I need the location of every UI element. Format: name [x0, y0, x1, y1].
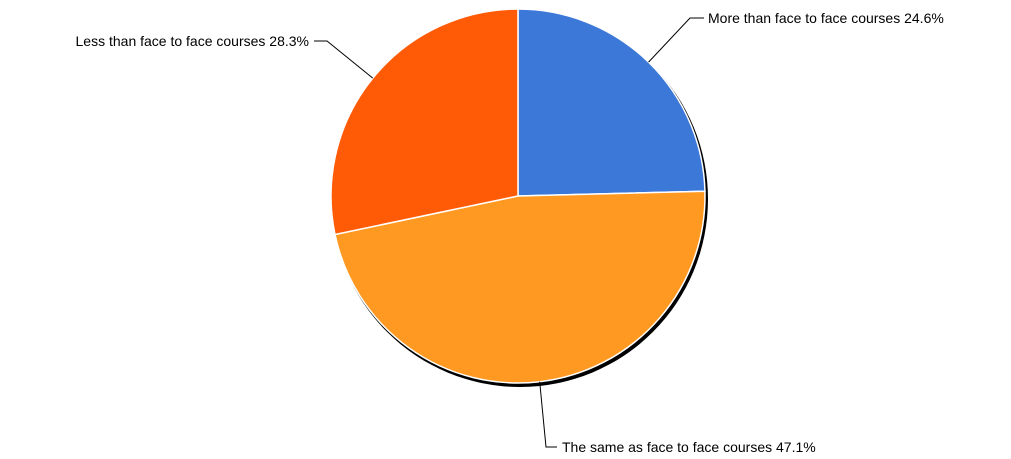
slice-labels: More than face to face courses 24.6% The …: [76, 10, 944, 455]
slice-label-2: The same as face to face courses 47.1%: [562, 439, 816, 455]
leader-line-1: [648, 17, 704, 63]
leader-line-2: [539, 381, 557, 448]
leader-line-3: [314, 40, 374, 79]
slice-label-3: Less than face to face courses 28.3%: [76, 33, 309, 49]
leader-lines: [314, 17, 704, 448]
pie-slice-3: [330, 8, 519, 236]
pie-slices: [330, 8, 706, 384]
pie-slice-1: [517, 8, 706, 197]
slice-label-1: More than face to face courses 24.6%: [708, 10, 944, 26]
pie-slice-2: [334, 190, 706, 384]
